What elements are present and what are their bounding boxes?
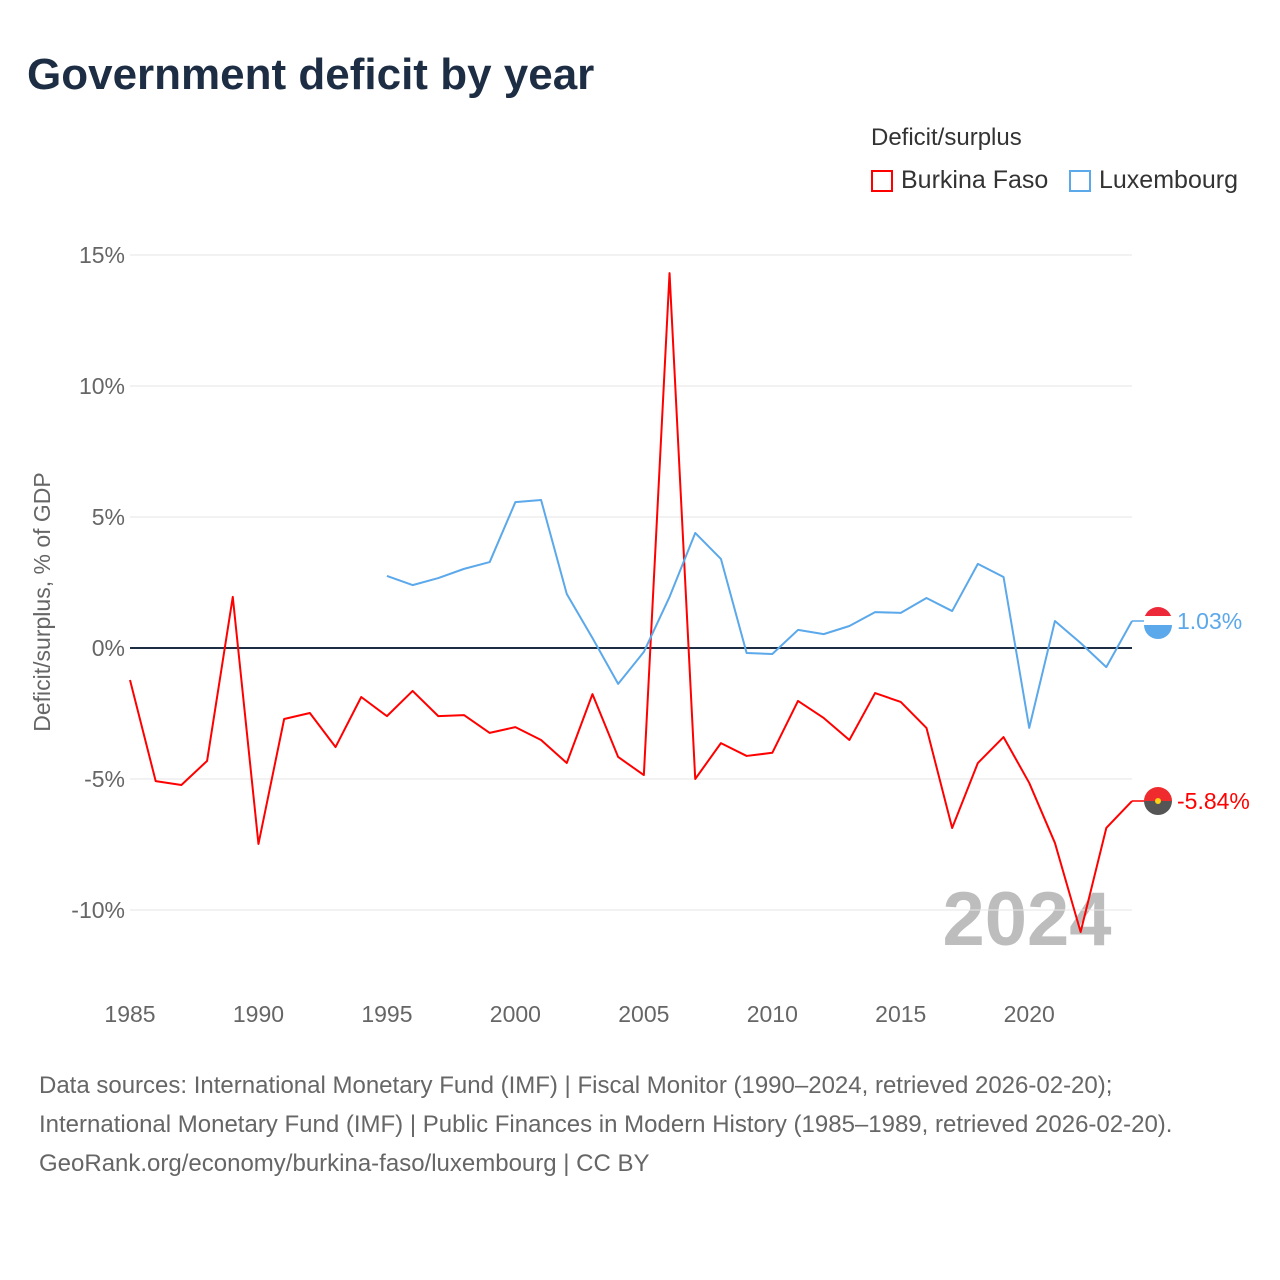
y-tick-label: 5% bbox=[92, 504, 125, 530]
series-line-luxembourg bbox=[386, 498, 1133, 729]
flag-stripe bbox=[1144, 801, 1172, 816]
flag-icon-burkina-faso bbox=[1144, 787, 1172, 802]
x-tick-label: 2010 bbox=[747, 1001, 798, 1027]
y-tick-label: -5% bbox=[84, 766, 125, 792]
legend-title: Deficit/surplus bbox=[871, 124, 1022, 151]
x-tick-label: 1990 bbox=[233, 1001, 284, 1027]
x-tick-label: 2015 bbox=[875, 1001, 926, 1027]
flag-stripe bbox=[1144, 616, 1172, 627]
end-value-label: 1.03% bbox=[1177, 608, 1242, 634]
year-watermark: 2024 bbox=[942, 877, 1111, 962]
flag-star bbox=[1155, 798, 1161, 805]
legend-swatch bbox=[871, 169, 893, 192]
y-tick-label: 15% bbox=[79, 242, 125, 268]
x-tick-label: 2000 bbox=[490, 1001, 541, 1027]
x-tick-label: 1985 bbox=[104, 1001, 155, 1027]
x-tick-label: 2020 bbox=[1004, 1001, 1055, 1027]
y-tick-label: 10% bbox=[79, 373, 125, 399]
series-line-burkina-faso bbox=[129, 272, 1133, 934]
legend-swatch bbox=[1069, 169, 1091, 192]
footer: Data sources: International Monetary Fun… bbox=[39, 1066, 1239, 1183]
x-tick-label: 2005 bbox=[618, 1001, 669, 1027]
x-tick-label: 1995 bbox=[361, 1001, 412, 1027]
data-sources: Data sources: International Monetary Fun… bbox=[39, 1072, 1173, 1138]
y-tick-label: -10% bbox=[71, 897, 125, 923]
flag-stripe bbox=[1144, 625, 1172, 640]
legend-label: Luxembourg bbox=[1099, 166, 1238, 194]
legend-item-burkina-faso[interactable]: Burkina Faso bbox=[871, 166, 1048, 195]
chart-title: Government deficit by year bbox=[27, 50, 595, 99]
legend-item-luxembourg[interactable]: Luxembourg bbox=[1069, 166, 1238, 195]
end-value-label: -5.84% bbox=[1177, 788, 1250, 814]
y-axis-label: Deficit/surplus, % of GDP bbox=[29, 472, 55, 731]
credit-link[interactable]: GeoRank.org/economy/burkina-faso/luxembo… bbox=[39, 1150, 650, 1177]
y-tick-label: 0% bbox=[92, 635, 125, 661]
legend-label: Burkina Faso bbox=[901, 166, 1049, 194]
